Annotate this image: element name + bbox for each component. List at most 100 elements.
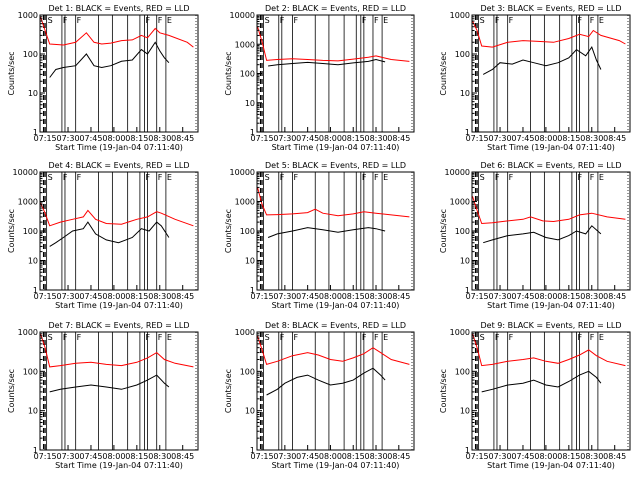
marker-label-f: F: [590, 173, 595, 182]
marker-label-s: S: [48, 16, 53, 25]
marker-label-f: F: [374, 173, 379, 182]
chart-title: Det 1: BLACK = Events, RED = LLD: [49, 4, 190, 13]
marker-label-e: E: [167, 173, 172, 182]
marker-label-f: F: [293, 173, 298, 182]
marker-label-f: F: [145, 16, 150, 25]
marker-label-s: S: [480, 173, 485, 182]
x-tick-label: 07:45: [296, 452, 319, 461]
x-tick-label: 07:30: [273, 134, 296, 143]
marker-label-f: F: [63, 16, 68, 25]
x-tick-label: 08:30: [148, 452, 171, 461]
y-tick-label: 10: [245, 257, 255, 266]
x-tick-label: 08:45: [603, 452, 626, 461]
marker-label-f: F: [77, 333, 82, 342]
x-tick-label: 08:45: [171, 292, 194, 301]
x-tick-label: 08:00: [319, 134, 342, 143]
marker-label-f: F: [145, 333, 150, 342]
events-series-line: [482, 46, 602, 75]
x-axis-label: Start Time (19-Jan-04 07:11:40): [487, 301, 615, 310]
plot-frame: [256, 171, 415, 291]
y-tick-label: 10000: [13, 168, 38, 177]
chart-title: Det 4: BLACK = Events, RED = LLD: [49, 161, 190, 170]
y-tick-label: 1000: [450, 198, 470, 207]
y-tick-label: 100: [23, 367, 38, 376]
marker-label-e: E: [383, 16, 388, 25]
x-tick-label: 08:45: [387, 292, 410, 301]
marker-label-s: S: [480, 16, 485, 25]
x-tick-label: 08:00: [534, 134, 557, 143]
y-axis-label: Counts/sec: [7, 209, 16, 253]
marker-label-f: F: [158, 173, 163, 182]
lld-series-line: [472, 333, 626, 367]
marker-label-f: F: [77, 173, 82, 182]
x-tick-label: 07:45: [511, 292, 534, 301]
marker-label-f: F: [495, 333, 500, 342]
chart-title: Det 8: BLACK = Events, RED = LLD: [265, 321, 406, 330]
x-axis-label: Start Time (19-Jan-04 07:11:40): [272, 461, 400, 470]
x-axis-label: Start Time (19-Jan-04 07:11:40): [55, 143, 183, 152]
marker-label-f: F: [145, 173, 150, 182]
marker-label-e: E: [599, 16, 604, 25]
marker-label-f: F: [63, 333, 68, 342]
y-tick-label: 1: [465, 128, 470, 137]
y-tick-label: 100: [455, 227, 470, 236]
x-tick-label: 07:45: [79, 292, 102, 301]
y-tick-label: 1: [250, 446, 255, 455]
y-tick-label: 1000: [235, 328, 255, 337]
chart-title: Det 6: BLACK = Events, RED = LLD: [481, 161, 622, 170]
marker-label-f: F: [577, 16, 582, 25]
x-tick-label: 07:30: [57, 134, 80, 143]
y-tick-label: 1000: [18, 198, 38, 207]
plot-frame: [39, 331, 199, 451]
events-series-line: [481, 370, 602, 393]
x-tick-label: 07:45: [511, 134, 534, 143]
x-tick-label: 08:15: [557, 292, 580, 301]
plot-frame: [39, 171, 199, 291]
x-tick-label: 07:45: [296, 134, 319, 143]
y-tick-label: 10: [28, 89, 38, 98]
x-tick-label: 07:15: [34, 292, 57, 301]
x-tick-label: 08:00: [319, 452, 342, 461]
lld-series-line: [257, 335, 410, 366]
x-tick-label: 07:30: [273, 292, 296, 301]
plot-frame: [471, 171, 631, 291]
x-tick-label: 08:30: [364, 452, 387, 461]
x-tick-label: 08:00: [102, 134, 125, 143]
marker-label-f: F: [509, 333, 514, 342]
events-series-line: [267, 227, 386, 238]
marker-label-f: F: [362, 333, 367, 342]
marker-label-f: F: [77, 16, 82, 25]
y-tick-label: 10: [460, 407, 470, 416]
y-tick-label: 1: [465, 446, 470, 455]
y-tick-label: 1: [33, 128, 38, 137]
y-tick-label: 1: [33, 286, 38, 295]
x-tick-label: 08:15: [557, 452, 580, 461]
y-axis-label: Counts/sec: [7, 51, 16, 95]
x-tick-label: 08:30: [364, 292, 387, 301]
x-axis-label: Start Time (19-Jan-04 07:11:40): [487, 143, 615, 152]
x-tick-label: 07:15: [34, 134, 57, 143]
x-axis-label: Start Time (19-Jan-04 07:11:40): [487, 461, 615, 470]
y-tick-label: 1: [33, 446, 38, 455]
y-tick-label: 100: [23, 227, 38, 236]
chart-title: Det 7: BLACK = Events, RED = LLD: [49, 321, 190, 330]
y-tick-label: 1: [465, 286, 470, 295]
lld-series-line: [472, 20, 626, 48]
x-tick-label: 07:45: [511, 452, 534, 461]
events-series-line: [483, 225, 602, 244]
y-axis-label: Counts/sec: [224, 51, 233, 95]
chart-title: Det 3: BLACK = Events, RED = LLD: [481, 4, 622, 13]
x-tick-label: 08:45: [387, 452, 410, 461]
marker-label-f: F: [509, 173, 514, 182]
marker-label-s: S: [265, 16, 270, 25]
x-axis-label: Start Time (19-Jan-04 07:11:40): [55, 301, 183, 310]
y-tick-label: 1: [250, 286, 255, 295]
marker-label-e: E: [167, 16, 172, 25]
